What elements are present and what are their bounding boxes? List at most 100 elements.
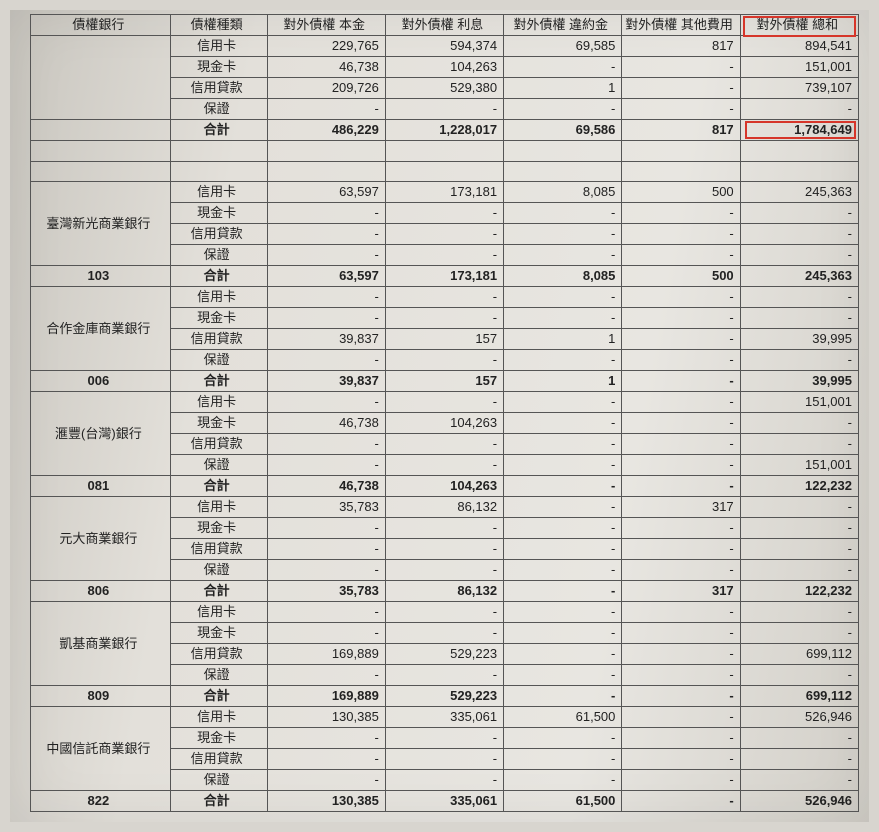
value-cell: 86,132 <box>385 581 503 602</box>
row-type-label: 信用貸款 <box>170 644 267 665</box>
value-cell: - <box>504 224 622 245</box>
table-row: 臺灣新光商業銀行信用卡63,597173,1818,085500245,363 <box>31 182 859 203</box>
header-total: 對外債權 總和 <box>740 15 858 36</box>
value-cell: - <box>267 350 385 371</box>
value-cell: - <box>385 602 503 623</box>
value-cell: - <box>504 392 622 413</box>
value-cell: 229,765 <box>267 36 385 57</box>
header-penalty: 對外債權 違約金 <box>504 15 622 36</box>
value-cell: - <box>740 308 858 329</box>
document-page: 債權銀行 債權種類 對外債權 本金 對外債權 利息 對外債權 違約金 對外債權 … <box>10 10 869 822</box>
row-type-label: 信用貸款 <box>170 434 267 455</box>
value-cell: - <box>740 602 858 623</box>
value-cell: - <box>740 518 858 539</box>
value-cell: - <box>385 350 503 371</box>
row-type-label: 合計 <box>170 476 267 497</box>
row-type-label: 信用卡 <box>170 182 267 203</box>
row-type-label: 保證 <box>170 350 267 371</box>
value-cell: 63,597 <box>267 182 385 203</box>
value-cell: - <box>740 203 858 224</box>
value-cell: 39,837 <box>267 329 385 350</box>
row-type-label: 現金卡 <box>170 308 267 329</box>
value-cell: 151,001 <box>740 392 858 413</box>
value-cell: - <box>267 518 385 539</box>
value-cell: 86,132 <box>385 497 503 518</box>
table-row: 元大商業銀行信用卡35,78386,132-317- <box>31 497 859 518</box>
value-cell: 151,001 <box>740 57 858 78</box>
value-cell: - <box>504 539 622 560</box>
value-cell: - <box>504 476 622 497</box>
table-row: 103合計63,597173,1818,085500245,363 <box>31 266 859 287</box>
value-cell: - <box>740 287 858 308</box>
value-cell: 817 <box>622 120 740 141</box>
value-cell: - <box>385 434 503 455</box>
value-cell: 46,738 <box>267 57 385 78</box>
value-cell: - <box>504 57 622 78</box>
value-cell: 46,738 <box>267 476 385 497</box>
table-row: 凱基商業銀行信用卡----- <box>31 602 859 623</box>
value-cell: 526,946 <box>740 707 858 728</box>
debt-table: 債權銀行 債權種類 對外債權 本金 對外債權 利息 對外債權 違約金 對外債權 … <box>30 14 859 812</box>
value-cell: - <box>267 203 385 224</box>
value-cell: 69,586 <box>504 120 622 141</box>
value-cell: 104,263 <box>385 57 503 78</box>
value-cell: 122,232 <box>740 476 858 497</box>
value-cell: 46,738 <box>267 413 385 434</box>
value-cell: - <box>267 245 385 266</box>
value-cell: 1 <box>504 78 622 99</box>
bank-name: 元大商業銀行 <box>31 497 171 581</box>
value-cell: - <box>504 665 622 686</box>
table-row: 合作金庫商業銀行信用卡----- <box>31 287 859 308</box>
value-cell: 63,597 <box>267 266 385 287</box>
value-cell: - <box>740 224 858 245</box>
header-principal: 對外債權 本金 <box>267 15 385 36</box>
value-cell: - <box>622 602 740 623</box>
value-cell: - <box>622 770 740 791</box>
value-cell: - <box>267 99 385 120</box>
table-row: 信用卡229,765594,37469,585817894,541 <box>31 36 859 57</box>
row-type-label: 保證 <box>170 665 267 686</box>
value-cell: - <box>622 728 740 749</box>
bank-code <box>31 120 171 141</box>
value-cell: 317 <box>622 497 740 518</box>
value-cell: - <box>267 665 385 686</box>
value-cell: - <box>385 665 503 686</box>
value-cell: 245,363 <box>740 182 858 203</box>
value-cell: - <box>385 728 503 749</box>
row-type-label: 現金卡 <box>170 413 267 434</box>
value-cell: 173,181 <box>385 182 503 203</box>
header-bank: 債權銀行 <box>31 15 171 36</box>
value-cell: 151,001 <box>740 455 858 476</box>
row-type-label: 信用貸款 <box>170 78 267 99</box>
value-cell: 486,229 <box>267 120 385 141</box>
value-cell: - <box>622 791 740 812</box>
value-cell: - <box>622 287 740 308</box>
value-cell: - <box>740 413 858 434</box>
value-cell: 35,783 <box>267 497 385 518</box>
value-cell: - <box>622 203 740 224</box>
value-cell: - <box>385 392 503 413</box>
row-type-label: 保證 <box>170 560 267 581</box>
table-row: 809合計169,889529,223--699,112 <box>31 686 859 707</box>
value-cell: - <box>622 686 740 707</box>
value-cell: - <box>267 434 385 455</box>
value-cell: - <box>622 392 740 413</box>
value-cell: 130,385 <box>267 707 385 728</box>
row-type-label: 信用貸款 <box>170 329 267 350</box>
value-cell: 104,263 <box>385 476 503 497</box>
value-cell: 699,112 <box>740 686 858 707</box>
value-cell: 529,223 <box>385 644 503 665</box>
bank-code: 806 <box>31 581 171 602</box>
value-cell: - <box>504 602 622 623</box>
header-other: 對外債權 其他費用 <box>622 15 740 36</box>
value-cell: - <box>385 245 503 266</box>
header-interest: 對外債權 利息 <box>385 15 503 36</box>
value-cell: - <box>740 665 858 686</box>
value-cell: 245,363 <box>740 266 858 287</box>
value-cell: 529,223 <box>385 686 503 707</box>
table-row: 081合計46,738104,263--122,232 <box>31 476 859 497</box>
value-cell: 122,232 <box>740 581 858 602</box>
value-cell: - <box>622 308 740 329</box>
value-cell: 8,085 <box>504 182 622 203</box>
value-cell: - <box>267 749 385 770</box>
